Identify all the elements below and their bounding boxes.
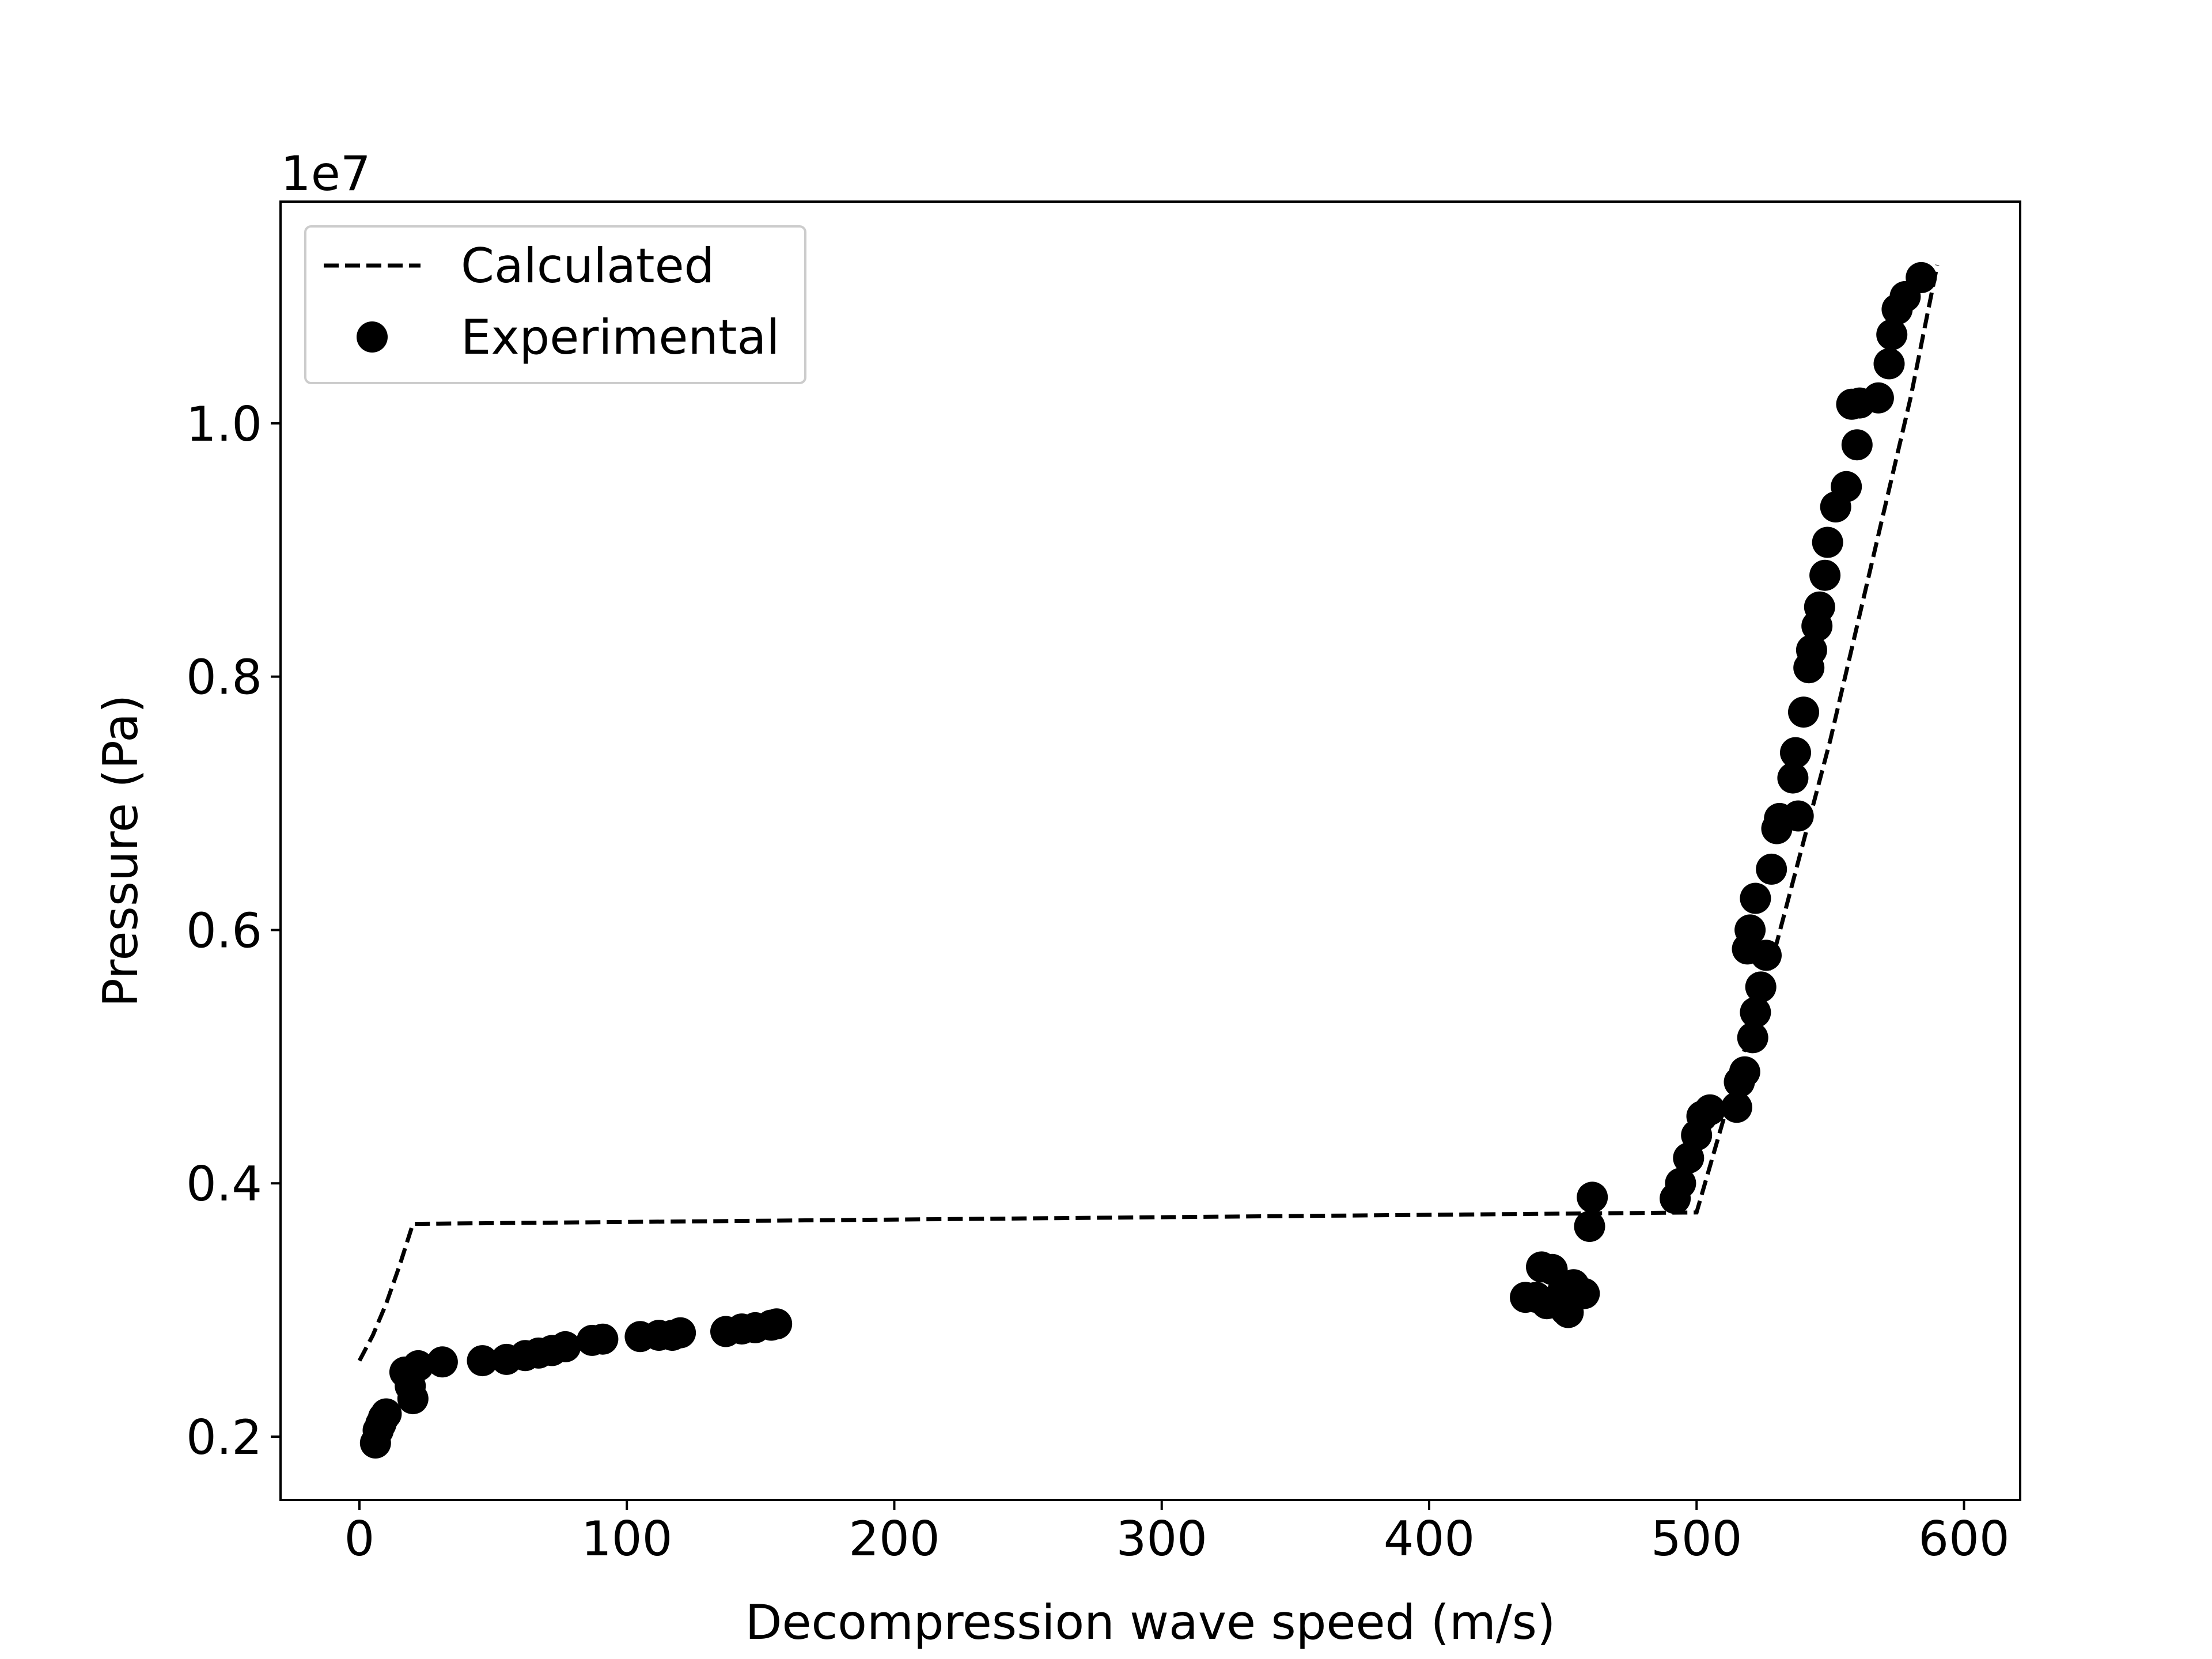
experimental-point: [1777, 762, 1809, 794]
experimental-point: [1740, 882, 1771, 914]
experimental-point: [1906, 262, 1937, 293]
y-axis: 0.2 0.4 0.6 0.8 1.0: [186, 396, 281, 1465]
y-tick-label: 1.0: [186, 396, 262, 452]
y-axis-label: Pressure (Pa): [93, 695, 149, 1007]
experimental-point: [1796, 634, 1827, 666]
legend-calculated-label: Calculated: [461, 238, 714, 294]
experimental-point: [1734, 914, 1766, 946]
x-tick-label: 600: [1918, 1511, 2009, 1567]
experimental-point: [1831, 471, 1862, 502]
y-tick-label: 0.4: [186, 1156, 262, 1212]
experimental-point: [1756, 853, 1787, 885]
experimental-point: [1694, 1094, 1726, 1126]
experimental-point: [403, 1350, 434, 1381]
legend-box: [304, 225, 806, 384]
plot-data: [357, 262, 1940, 1459]
legend: Calculated Experimental: [304, 225, 806, 384]
experimental-point: [1841, 429, 1873, 461]
x-tick-label: 0: [344, 1511, 375, 1567]
experimental-point: [1804, 591, 1835, 623]
x-axis: 0 100 200 300 400 500 600: [344, 1500, 2010, 1567]
experimental-point: [370, 1398, 402, 1430]
y-tick-label: 0.2: [186, 1410, 262, 1465]
experimental-point: [1876, 319, 1908, 350]
experimental-point: [761, 1308, 793, 1340]
x-tick-label: 100: [581, 1511, 672, 1567]
legend-experimental-label: Experimental: [461, 309, 779, 365]
x-tick-label: 500: [1651, 1511, 1742, 1567]
experimental-point: [467, 1345, 498, 1377]
experimental-point: [1812, 527, 1843, 558]
experimental-point: [1873, 348, 1905, 380]
experimental-point: [1729, 1056, 1760, 1088]
experimental-point: [1751, 940, 1782, 971]
plot-frame: [279, 200, 2021, 1501]
calculated-series-line: [357, 264, 1940, 1362]
experimental-point: [1782, 800, 1814, 832]
legend-experimental-marker: [357, 321, 388, 353]
x-tick-label: 300: [1116, 1511, 1207, 1567]
experimental-point: [1665, 1168, 1696, 1199]
experimental-point: [1745, 971, 1777, 1003]
experimental-point: [1788, 696, 1819, 728]
x-axis-label: Decompression wave speed (m/s): [745, 1594, 1556, 1650]
x-tick-label: 200: [849, 1511, 940, 1567]
experimental-point: [665, 1317, 696, 1349]
y-axis-offset-label: 1e7: [281, 146, 371, 202]
y-tick-label: 0.6: [186, 903, 262, 959]
experimental-point: [1574, 1211, 1605, 1242]
experimental-point: [1862, 382, 1894, 414]
experimental-point: [1577, 1181, 1608, 1213]
experimental-point: [426, 1346, 458, 1378]
experimental-point: [1740, 997, 1771, 1028]
experimental-point: [1569, 1278, 1600, 1309]
experimental-point: [1737, 1022, 1768, 1054]
x-tick-label: 400: [1384, 1511, 1475, 1567]
experimental-point: [1809, 559, 1841, 591]
experimental-point: [397, 1383, 429, 1415]
experimental-point: [587, 1323, 619, 1355]
experimental-point: [1721, 1092, 1752, 1123]
experimental-point: [1780, 737, 1811, 768]
y-tick-label: 0.8: [186, 650, 262, 706]
experimental-point: [550, 1331, 581, 1362]
